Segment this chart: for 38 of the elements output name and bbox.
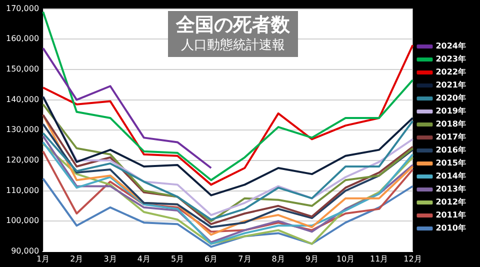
y-tick-label: 150,000 (6, 64, 40, 74)
x-tick-label: 9月 (305, 254, 318, 264)
x-tick-label: 7月 (238, 254, 252, 264)
legend-label: 2014年 (436, 172, 466, 181)
legend-label: 2022年 (436, 68, 466, 77)
y-tick-label: 120,000 (6, 156, 40, 165)
legend-label: 2023年 (436, 54, 466, 64)
y-tick-label: 170,000 (6, 4, 40, 13)
legend-label: 2024年 (436, 42, 466, 51)
y-tick-label: 160,000 (6, 34, 40, 44)
x-tick-label: 2月 (70, 254, 84, 264)
legend-label: 2019年 (436, 106, 466, 116)
chart-title: 全国の死者数 (176, 13, 290, 37)
y-tick-label: 130,000 (6, 125, 40, 134)
x-tick-label: 11月 (370, 254, 388, 264)
legend-label: 2012年 (436, 198, 466, 207)
legend-label: 2010年 (436, 224, 466, 233)
legend-label: 2013年 (436, 184, 466, 194)
text: 人口動態統計速報 (180, 37, 286, 55)
legend-label: 2011年 (436, 210, 466, 220)
x-tick-label: 1月 (36, 254, 50, 264)
legend-label: 2020年 (436, 94, 466, 103)
y-tick-label: 140,000 (6, 94, 40, 104)
y-tick-label: 100,000 (6, 216, 40, 226)
x-tick-label: 5月 (170, 254, 184, 264)
x-tick-label: 4月 (137, 254, 150, 264)
x-tick-label: 3月 (104, 254, 117, 264)
legend-label: 2021年 (436, 80, 466, 90)
y-tick-label: 90,000 (11, 246, 40, 256)
y-tick-label: 110,000 (6, 186, 40, 195)
x-tick-label: 10月 (336, 254, 355, 264)
legend-label: 2016年 (436, 146, 466, 155)
legend-label: 2018年 (436, 120, 466, 129)
x-tick-label: 8月 (272, 254, 285, 264)
legend-label: 2017年 (436, 132, 466, 142)
x-tick-label: 12月 (404, 254, 422, 264)
legend-label: 2015年 (436, 158, 466, 168)
x-tick-label: 6月 (204, 254, 218, 264)
